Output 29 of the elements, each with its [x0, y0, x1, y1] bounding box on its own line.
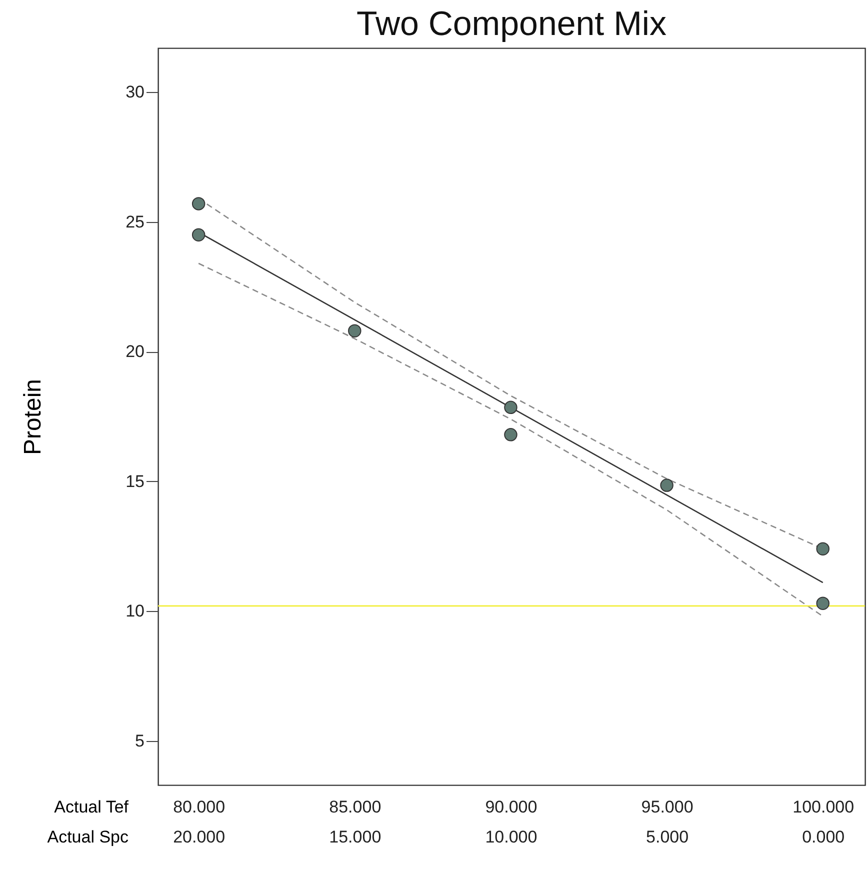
x-tick-label: 95.000: [641, 798, 694, 816]
point: [504, 428, 518, 442]
y-tick-label: 5: [135, 731, 144, 750]
y-tick-label: 10: [126, 602, 144, 621]
x2-tick-label: 20.000: [173, 828, 226, 846]
x-tick-label: 85.000: [329, 798, 382, 816]
x-tick-label: 90.000: [485, 798, 538, 816]
x2-tick-label: 0.000: [802, 828, 845, 846]
point: [192, 228, 206, 242]
x2-tick-label: 10.000: [485, 828, 538, 846]
point: [504, 400, 518, 414]
point: [660, 478, 674, 492]
y-tick-label: 30: [126, 82, 144, 102]
y-axis-title: Protein: [20, 378, 47, 456]
x-tick-label: 100.000: [792, 798, 854, 816]
x2-tick-label: 15.000: [329, 828, 382, 846]
point: [192, 197, 206, 210]
point: [816, 542, 830, 556]
x-tick-label: 80.000: [173, 798, 226, 816]
chart-title: Two Component Mix: [356, 5, 666, 43]
x2-tick-label: 5.000: [646, 828, 689, 846]
y-tick-label: 20: [126, 342, 144, 362]
point: [348, 324, 362, 338]
x-axis-title: Actual Tef: [54, 798, 129, 816]
y-tick-label: 15: [126, 472, 144, 491]
x2-axis-title: Actual Spc: [47, 828, 129, 846]
line-series: [198, 262, 824, 617]
y-tick-label: 25: [126, 212, 144, 232]
point: [816, 596, 830, 610]
